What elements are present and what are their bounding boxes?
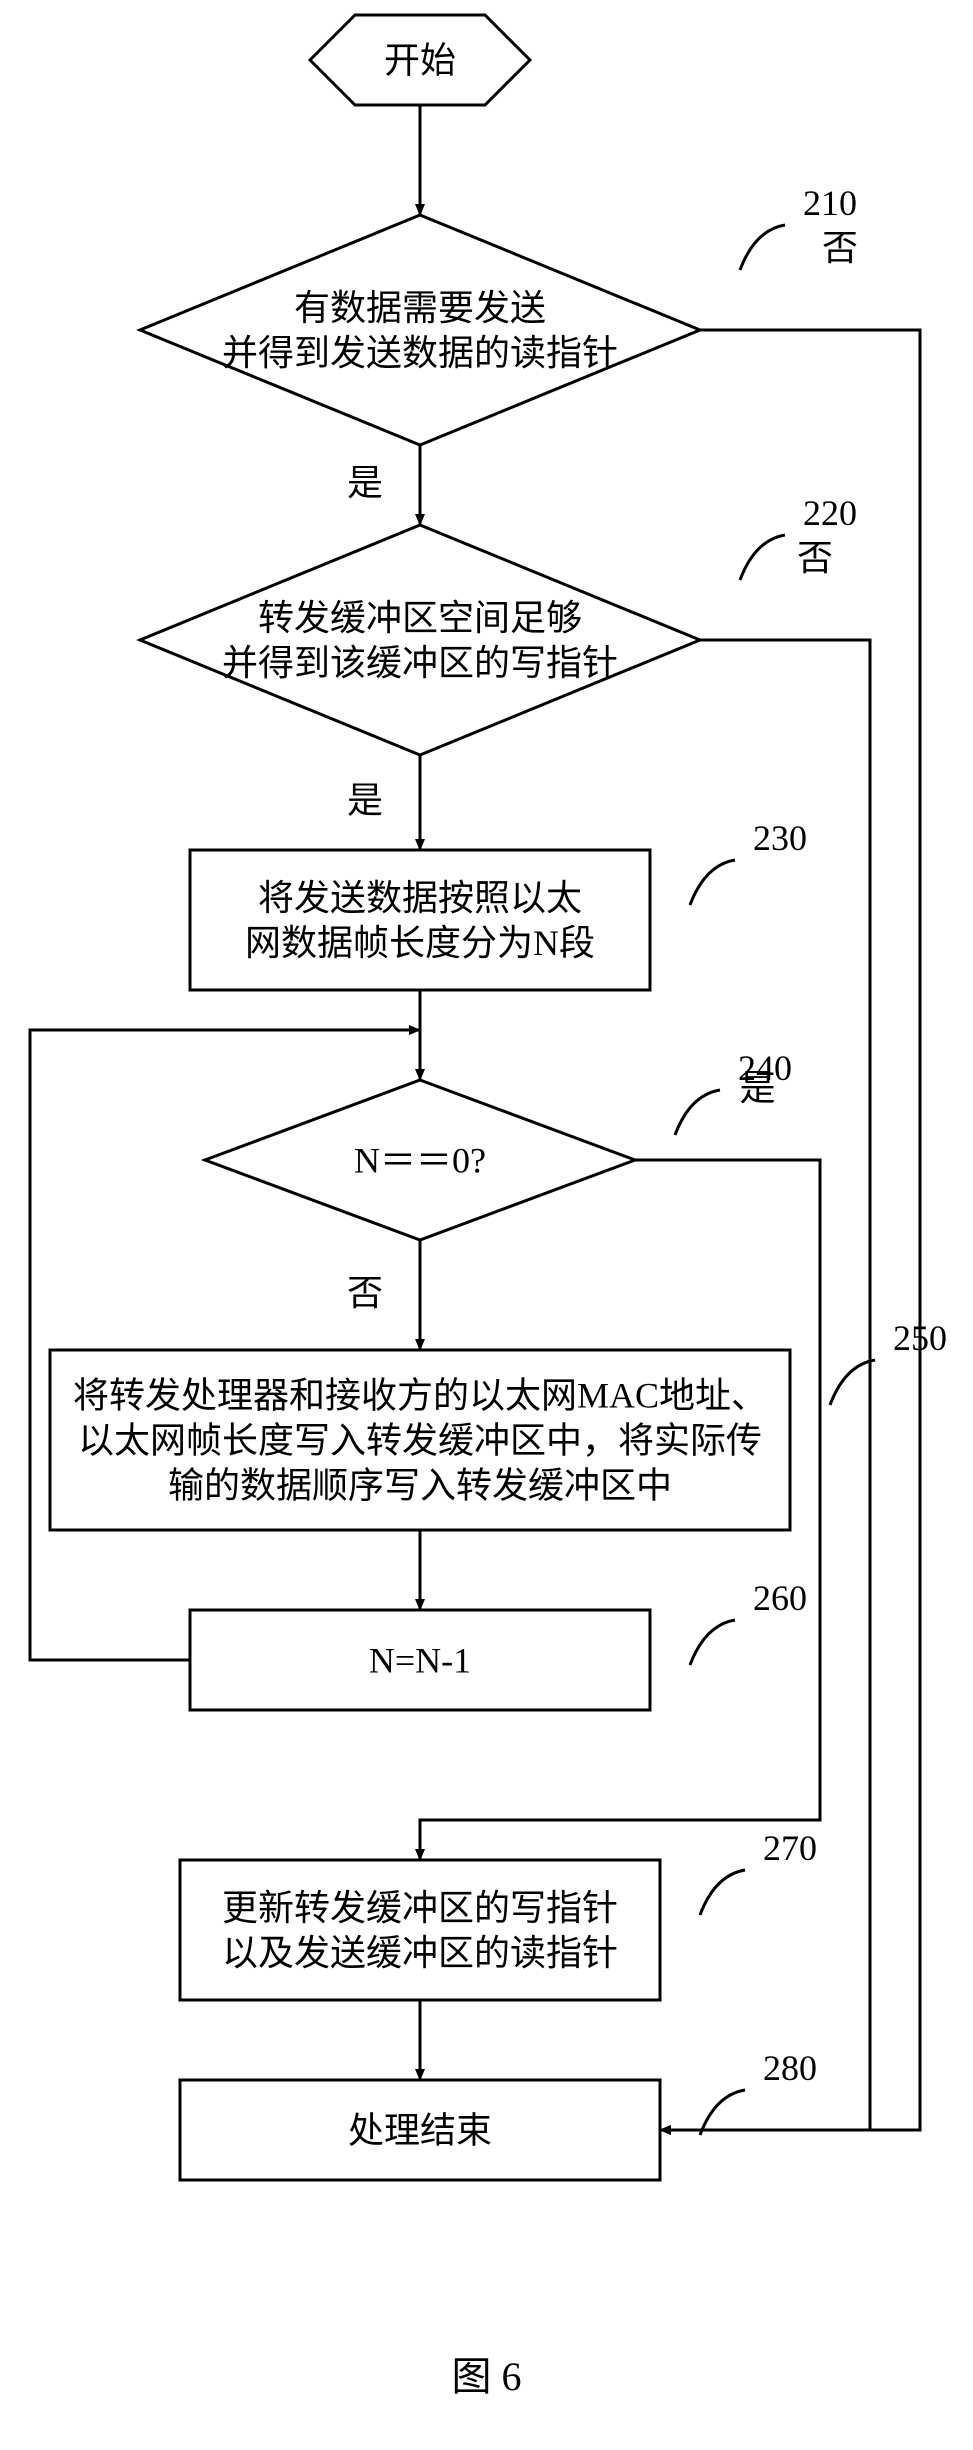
svg-text:是: 是 — [347, 463, 383, 503]
svg-text:N=N-1: N=N-1 — [369, 1641, 471, 1681]
svg-text:是: 是 — [739, 1068, 775, 1108]
svg-text:开始: 开始 — [384, 41, 456, 81]
svg-text:是: 是 — [347, 781, 383, 821]
svg-text:将转发处理器和接收方的以太网MAC地址、以太网帧长度写入转发: 将转发处理器和接收方的以太网MAC地址、以太网帧长度写入转发缓冲区中，将实际传输… — [73, 1376, 767, 1506]
svg-text:230: 230 — [753, 818, 807, 858]
svg-text:否: 否 — [347, 1273, 383, 1313]
svg-text:280: 280 — [763, 2048, 817, 2088]
node-p270 — [180, 1860, 660, 2000]
node-p230 — [190, 850, 650, 990]
svg-text:270: 270 — [763, 1828, 817, 1868]
svg-text:否: 否 — [797, 538, 833, 578]
svg-text:N＝＝0?: N＝＝0? — [354, 1141, 486, 1181]
figure-caption: 图 6 — [452, 2354, 522, 2399]
svg-text:210: 210 — [803, 183, 857, 223]
node-d220 — [140, 525, 700, 755]
node-d210 — [140, 215, 700, 445]
svg-text:否: 否 — [822, 228, 858, 268]
svg-text:260: 260 — [753, 1578, 807, 1618]
svg-text:处理结束: 处理结束 — [348, 2111, 492, 2151]
svg-text:220: 220 — [803, 493, 857, 533]
